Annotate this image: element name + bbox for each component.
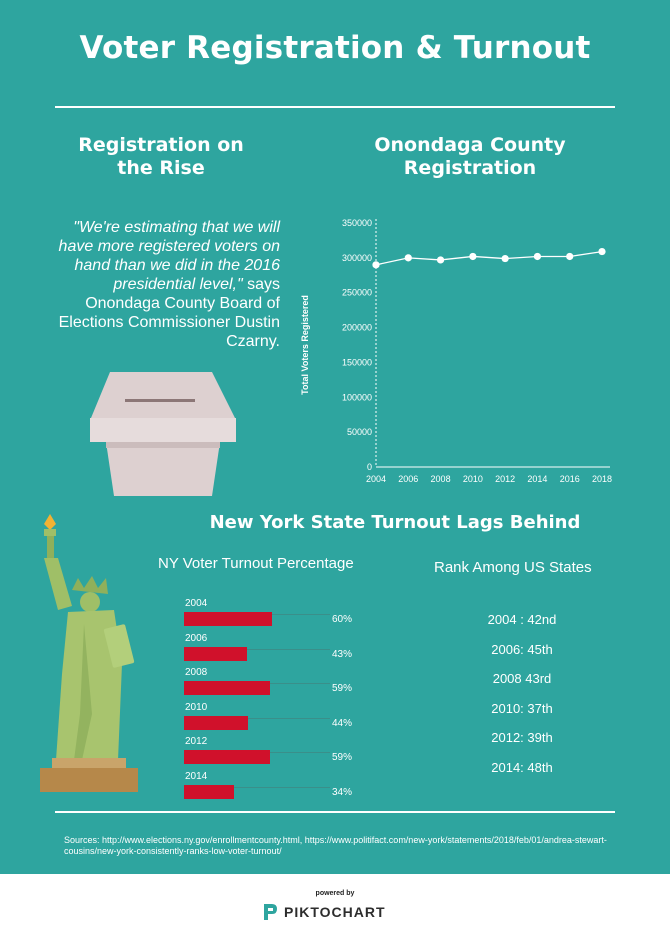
ballot-slot: [125, 399, 195, 402]
torch-cup: [44, 529, 56, 536]
bar-value-label: 59%: [332, 752, 353, 763]
bar-value-label: 60%: [332, 614, 353, 625]
turnout-bar: [184, 612, 272, 626]
data-point: [533, 252, 542, 261]
turnout-row: 2008 59%: [184, 667, 374, 697]
x-tick-label: 2006: [398, 474, 418, 484]
quote-attribution: says Onondaga County Board of Elections …: [58, 276, 280, 350]
infographic-canvas: Voter Registration & Turnout Registratio…: [0, 0, 670, 874]
registration-line-chart: 0 50000 100000 150000 200000 250000 300000 3500…: [300, 218, 612, 484]
bar-value-label: 34%: [332, 786, 353, 798]
bar-year-label: 2014: [185, 770, 208, 782]
series-line: [375, 250, 603, 266]
data-point: [566, 252, 574, 261]
x-tick-label: 2010: [463, 474, 483, 484]
bar-year-label: 2006: [185, 632, 208, 644]
ballot-box-body: [106, 442, 220, 496]
page-title: Voter Registration & Turnout: [79, 30, 591, 66]
turnout-row: 2004 60%: [184, 598, 374, 628]
quote-text: "We're estimating that we will have more…: [58, 219, 280, 293]
y-tick-label: 200000: [342, 323, 372, 333]
ballot-box-icon: [90, 372, 236, 496]
turnout-bar: [184, 784, 234, 799]
turnout-bar: [184, 750, 271, 764]
x-tick-label: 2016: [560, 474, 580, 484]
bottom-divider: [55, 811, 615, 813]
data-point: [404, 254, 412, 262]
tablet: [103, 624, 135, 668]
ballot-box-lid: [91, 372, 235, 418]
data-point: [372, 261, 380, 269]
bar-track: [184, 778, 330, 788]
turnout-row: 2006 43%: [184, 633, 374, 663]
data-point: [598, 247, 606, 256]
y-tick-label: 0: [367, 462, 372, 472]
piktochart-logo-icon: [264, 904, 277, 920]
bar-year-label: 2004: [185, 598, 208, 609]
commissioner-quote: "We're estimating that we will have more…: [40, 218, 280, 351]
torch-flame: [44, 514, 56, 530]
statue-head: [80, 592, 100, 612]
bar-value-label: 59%: [332, 683, 353, 694]
bar-track: [184, 709, 330, 719]
rank-item: 2014: 48th: [491, 759, 553, 775]
bar-year-label: 2008: [185, 667, 208, 678]
y-tick-label: 150000: [342, 357, 372, 367]
bar-value-label: 43%: [332, 648, 353, 660]
data-point: [436, 256, 445, 264]
ballot-box-shadow: [106, 442, 220, 448]
statue-of-liberty-icon: [40, 514, 138, 792]
y-tick-label: 350000: [342, 218, 372, 228]
torch-handle: [47, 536, 54, 564]
bar-year-label: 2012: [185, 736, 208, 747]
y-tick-label: 250000: [342, 288, 372, 298]
y-tick-label: 100000: [342, 392, 372, 402]
y-axis-label: Total Voters Registered: [300, 295, 310, 395]
turnout-heading: New York State Turnout Lags Behind: [209, 512, 581, 533]
footer-bar: [0, 874, 670, 940]
statue-base: [40, 768, 138, 792]
turnout-bar: [184, 681, 271, 695]
powered-by-text: powered by: [315, 890, 355, 897]
turnout-row: 2010 44%: [184, 702, 374, 732]
turnout-bar: [184, 646, 247, 661]
robe-fold: [74, 624, 92, 760]
county-heading: Onondaga County Registration: [374, 134, 566, 179]
bar-track: [184, 640, 330, 650]
x-tick-label: 2018: [592, 474, 612, 484]
sources-text: Sources: http://www.elections.ny.gov/enr…: [64, 835, 607, 856]
footer-brand[interactable]: PIKTOCHART: [262, 903, 386, 921]
x-tick-label: 2012: [495, 474, 515, 484]
rank-item: 2008 43rd: [492, 671, 552, 686]
rank-item: 2012: 39th: [491, 730, 553, 745]
crown: [72, 576, 108, 594]
data-point: [501, 254, 509, 263]
y-tick-label: 300000: [342, 253, 372, 263]
registration-heading: Registration on the Rise: [78, 134, 244, 179]
y-tick-label: 50000: [347, 427, 372, 437]
bar-year-label: 2010: [185, 701, 208, 713]
base-top: [52, 758, 126, 768]
top-divider: [55, 106, 615, 108]
rank-item: 2006: 45th: [491, 641, 553, 657]
data-point: [469, 252, 477, 261]
turnout-bar: [184, 715, 249, 730]
rank-item: 2004 : 42nd: [487, 612, 557, 627]
ballot-box-rim: [90, 418, 236, 442]
bar-value-label: 44%: [332, 717, 353, 729]
rank-title: Rank Among US States: [434, 559, 592, 576]
turnout-row: 2014 34%: [184, 771, 374, 801]
x-tick-label: 2004: [366, 474, 386, 484]
raised-arm: [44, 558, 72, 610]
brand-name: PIKTOCHART: [284, 904, 386, 920]
rank-item: 2010: 37th: [491, 700, 553, 716]
x-tick-label: 2014: [527, 474, 547, 484]
turnout-chart-title: NY Voter Turnout Percentage: [158, 555, 354, 572]
x-tick-label: 2008: [431, 474, 451, 484]
turnout-row: 2012 59%: [184, 736, 374, 766]
